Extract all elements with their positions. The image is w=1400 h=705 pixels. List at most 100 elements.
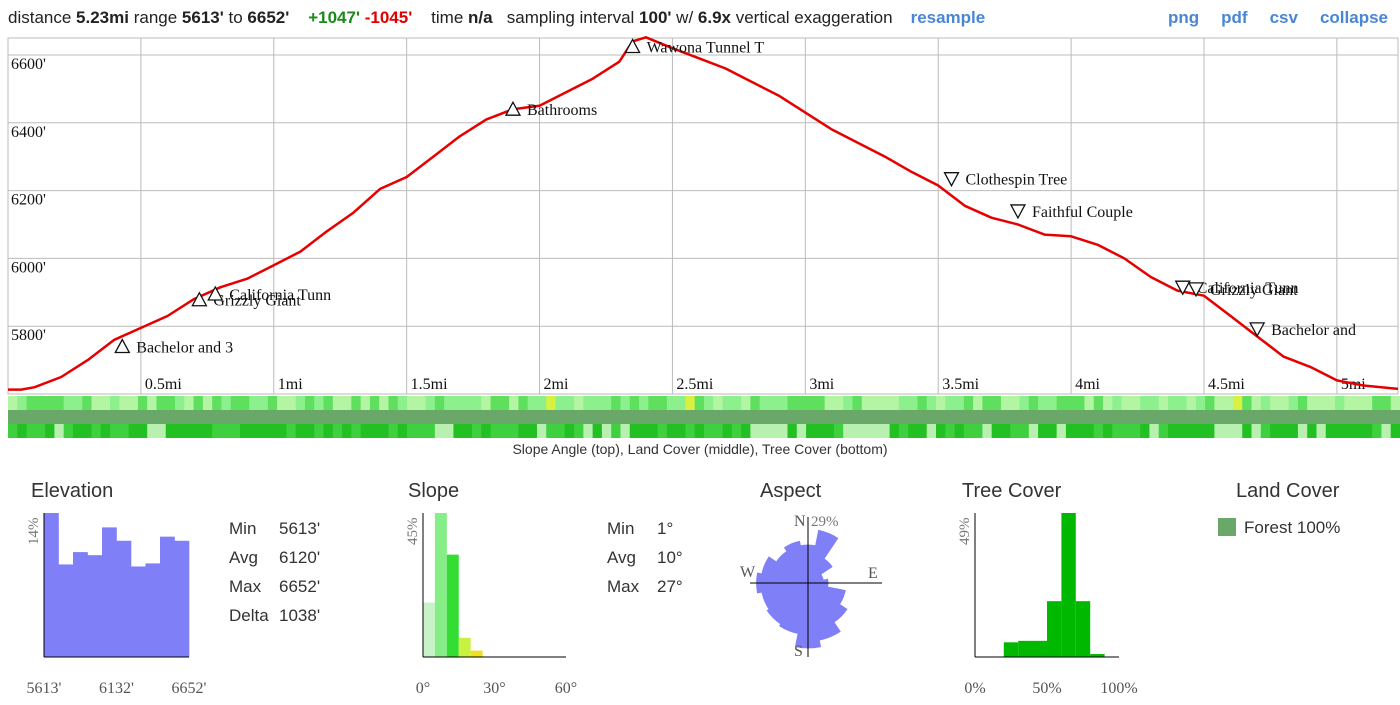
tree-cover-strip-cell	[1056, 424, 1067, 438]
slope-strip-cell	[444, 396, 454, 410]
tree-cover-strip-cell	[314, 424, 325, 438]
slope-strip-cell	[26, 396, 37, 410]
slope-strip-cell	[17, 396, 28, 410]
collapse-link[interactable]: collapse	[1319, 8, 1388, 27]
x-tick-label: 1.5mi	[411, 376, 448, 393]
slope-strip-cell	[676, 396, 686, 410]
waypoint-down-marker	[1249, 322, 1266, 338]
tree-cover-strip-cell	[768, 424, 779, 438]
tree-cover-strip-cell	[1242, 424, 1253, 438]
tree-cover-strip-cell	[407, 424, 417, 438]
tree-cover-strip-cell	[490, 424, 501, 438]
tree-cover-strip-cell	[379, 424, 389, 438]
x-tick-label: 4.5mi	[1208, 376, 1245, 393]
pdf-link[interactable]: pdf	[1221, 8, 1248, 27]
tree-cover-strip-cell	[184, 424, 195, 438]
slope-strip-cell	[1130, 396, 1141, 410]
tree-cover-strip-cell	[277, 424, 287, 438]
x-tick-label: 60°	[555, 680, 577, 697]
tree-cover-strip-cell	[258, 424, 269, 438]
range-to: to	[223, 8, 248, 27]
aspect-sector	[783, 540, 809, 584]
slope-strip-cell	[1205, 396, 1215, 410]
tree-cover-strip-cell	[416, 424, 427, 438]
slope-strip-cell	[945, 396, 956, 410]
tree-cover-strip-cell	[750, 424, 761, 438]
slope-strip-cell	[1000, 396, 1011, 410]
tree-cover-strip-cell	[555, 424, 566, 438]
tree-cover-strip-cell	[1158, 424, 1169, 438]
tree-cover-strip-cell	[221, 424, 232, 438]
slope-strip-cell	[128, 396, 139, 410]
stat-delta: Delta 1038'	[229, 606, 321, 625]
tree-cover-strip-cell	[54, 424, 65, 438]
slope-strip-cell	[249, 396, 260, 410]
slope-strip-cell	[45, 396, 55, 410]
resample-link[interactable]: resample	[910, 8, 986, 27]
slope-strip-cell	[574, 396, 584, 410]
tree-cover-strip-cell	[787, 424, 798, 438]
elevation-hist-bar	[131, 566, 146, 657]
exaggeration-suffix: vertical exaggeration	[730, 8, 893, 27]
tree-cover-strip-cell	[1260, 424, 1271, 438]
tree-cover-strip-cell	[592, 424, 603, 438]
slope-strip-cell	[1075, 396, 1085, 410]
elevation-hist-bar	[102, 527, 117, 657]
slope-strip-cell	[1270, 396, 1280, 410]
tree-cover-strip-cell	[1270, 424, 1280, 438]
slope-strip-cell	[1028, 396, 1039, 410]
tree-cover-strip-cell	[100, 424, 111, 438]
tree-cover-strip-cell	[1335, 424, 1345, 438]
waypoint-up-marker	[624, 38, 641, 54]
slope-strip-cell	[462, 396, 473, 410]
slope-strip-cell	[1232, 396, 1243, 410]
tree-cover-strip-cell	[880, 424, 891, 438]
tree-cover-strip-cell	[1381, 424, 1392, 438]
slope-strip-cell	[184, 396, 195, 410]
elevation-loss: -1045'	[364, 8, 413, 27]
tree-cover-strip-cell	[249, 424, 260, 438]
tree-cover-strip-cell	[852, 424, 863, 438]
tree-cover-strip-cell	[1103, 424, 1113, 438]
slope-strip-cell	[1065, 396, 1076, 410]
slope-strip-cell	[119, 396, 130, 410]
y-tick-label: 6200'	[11, 192, 46, 209]
profile-stats: distance 5.23mi range 5613' to 6652' +10…	[8, 0, 985, 36]
waypoint-down-marker	[1187, 282, 1205, 298]
tree-cover-strip-cell	[91, 424, 102, 438]
slope-strip-cell	[1195, 396, 1206, 410]
elevation-hist-bar	[145, 563, 161, 657]
x-tick-label: 1mi	[278, 376, 303, 393]
tree-cover-strip-cell	[991, 424, 1002, 438]
tree-cover-strip-cell	[694, 424, 705, 438]
slope-strip-cell	[713, 396, 724, 410]
slope-strip-cell	[1297, 396, 1308, 410]
stat-max: Max 6652'	[229, 577, 321, 596]
tree-cover-strip-cell	[1177, 424, 1188, 438]
slope-strip-cell	[1177, 396, 1188, 410]
tree-cover-strip-cell	[1065, 424, 1076, 438]
tree-cover-strip-cell	[648, 424, 659, 438]
slope-strip-cell	[8, 396, 18, 410]
slope-strip-cell	[880, 396, 891, 410]
slope-strip-cell	[434, 396, 445, 410]
sampling-value: 100'	[639, 8, 672, 27]
slope-strip-cell	[1251, 396, 1262, 410]
slope-strip-cell	[82, 396, 93, 410]
tree-cover-strip-cell	[1251, 424, 1262, 438]
tree-cover-strip-cell	[286, 424, 297, 438]
slope-strip-cell	[1260, 396, 1271, 410]
png-link[interactable]: png	[1167, 8, 1200, 27]
slope-strip-cell	[425, 396, 436, 410]
aspect-chart-title: Aspect	[760, 480, 822, 502]
slope-strip-cell	[796, 396, 807, 410]
elevation-profile-chart: 0.5mi 1mi 1.5mi 2mi 2.5mi 3mi 3.5mi 4mi 4.5mi 5mi…	[7, 36, 1399, 395]
slope-hist-bar	[458, 637, 471, 657]
tree-cover-strip-cell	[620, 424, 631, 438]
slope-strip-cell	[147, 396, 157, 410]
slope-strip-cell	[509, 396, 519, 410]
x-tick-label: 6132'	[99, 680, 134, 697]
slope-strip-cell	[1288, 396, 1299, 410]
slope-strip-cell	[379, 396, 389, 410]
csv-link[interactable]: csv	[1269, 8, 1298, 27]
